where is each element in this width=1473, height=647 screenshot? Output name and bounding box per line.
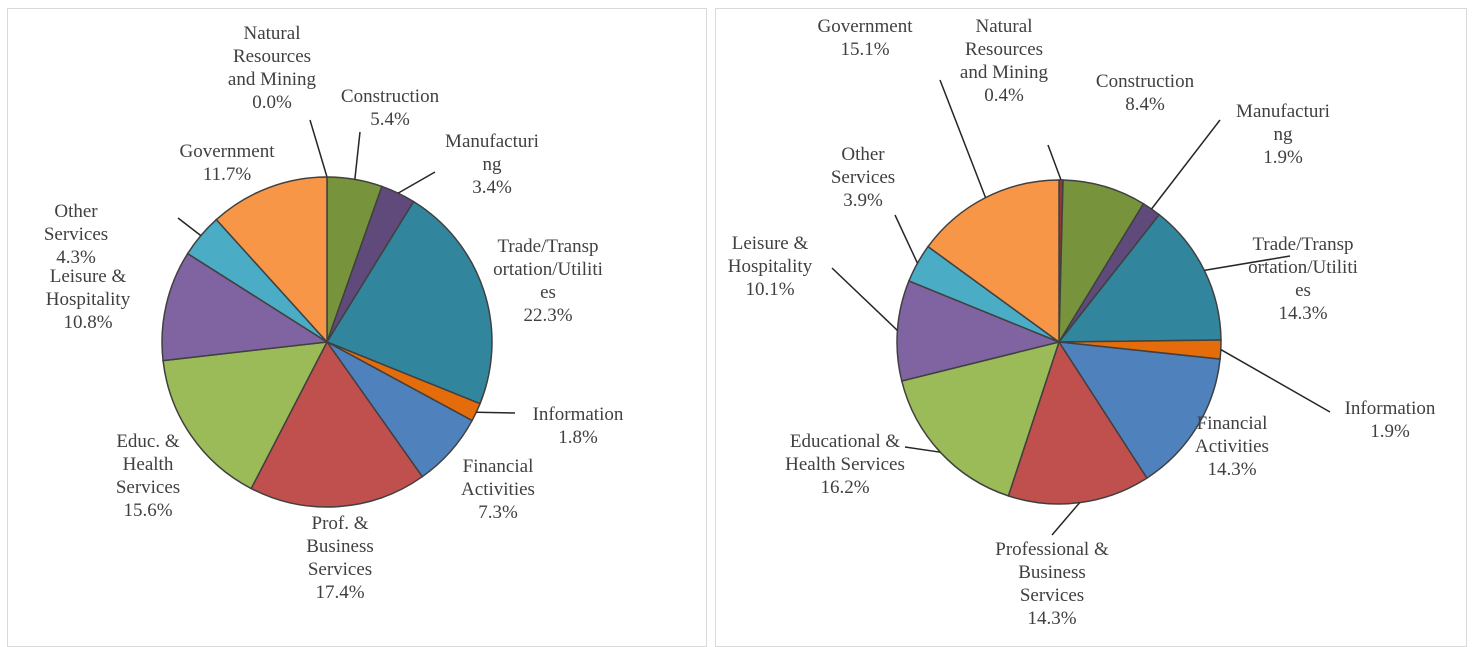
- leader-line: [939, 79, 987, 198]
- pie-slice: [215, 176, 328, 344]
- data-label: Leisure & Hospitality 10.8%: [28, 265, 148, 334]
- category-label: Leisure & Hospitality: [727, 233, 813, 277]
- value-label: 11.7%: [202, 164, 252, 185]
- pie-slice: [250, 340, 424, 508]
- data-label: Government 15.1%: [795, 15, 935, 61]
- category-label: Information: [1344, 398, 1436, 419]
- data-label: Other Services 3.9%: [818, 143, 908, 212]
- pie-slice: [927, 179, 1060, 344]
- value-label: 0.4%: [984, 85, 1024, 106]
- data-label: Professional & Business Services 14.3%: [987, 538, 1117, 630]
- data-label: Information 1.9%: [1330, 397, 1450, 443]
- value-label: 14.3%: [1207, 459, 1257, 480]
- data-label: Government 11.7%: [157, 140, 297, 186]
- category-label: Educ. & Health Services: [115, 431, 181, 498]
- category-label: Leisure & Hospitality: [45, 266, 131, 310]
- category-label: Information: [532, 404, 624, 425]
- leader-line: [1204, 255, 1291, 272]
- value-label: 4.3%: [56, 247, 96, 268]
- value-label: 7.3%: [478, 502, 518, 523]
- data-label: Trade/Transportation/Utilities 14.3%: [1248, 233, 1358, 325]
- data-label: Financial Activities 14.3%: [1177, 412, 1287, 481]
- value-label: 22.3%: [523, 305, 573, 326]
- leader-line: [1051, 502, 1081, 536]
- category-label: Other Services: [43, 201, 109, 245]
- leader-line: [894, 214, 919, 264]
- leader-line: [397, 171, 436, 194]
- value-label: 3.9%: [843, 190, 883, 211]
- value-label: 10.1%: [745, 279, 795, 300]
- value-label: 16.2%: [820, 477, 870, 498]
- data-label: Educ. & Health Services 15.6%: [98, 430, 198, 522]
- pie-slice: [325, 200, 493, 405]
- data-label: Other Services 4.3%: [28, 200, 124, 269]
- category-label: Trade/Transportation/Utilities: [493, 236, 603, 303]
- pie-slice: [162, 341, 329, 490]
- category-label: Natural Resources and Mining: [959, 16, 1049, 83]
- leader-line: [476, 411, 516, 414]
- value-label: 1.9%: [1370, 421, 1410, 442]
- data-label: Construction 8.4%: [1085, 70, 1205, 116]
- value-label: 1.9%: [1263, 147, 1303, 168]
- data-label: Leisure & Hospitality 10.1%: [710, 232, 830, 301]
- category-label: Educational & Health Services: [785, 431, 905, 475]
- leader-line: [309, 119, 328, 178]
- pie-slice: [161, 252, 330, 362]
- category-label: Construction: [1095, 71, 1195, 92]
- leader-line: [177, 217, 202, 237]
- data-label: Manufacturing 3.4%: [445, 130, 540, 199]
- data-label: Construction 5.4%: [330, 85, 450, 131]
- value-label: 0.0%: [252, 92, 292, 113]
- pie-slice: [1057, 341, 1221, 480]
- leader-line: [354, 131, 361, 180]
- data-label: Educational & Health Services 16.2%: [785, 430, 905, 499]
- value-label: 14.3%: [1278, 303, 1328, 324]
- category-label: Prof. & Business Services: [306, 513, 374, 580]
- leader-line: [1220, 348, 1331, 413]
- category-label: Financial Activities: [461, 456, 535, 500]
- value-label: 1.8%: [558, 427, 598, 448]
- category-label: Government: [817, 16, 913, 37]
- data-label: Information 1.8%: [513, 403, 643, 449]
- category-label: Professional & Business Services: [995, 539, 1109, 606]
- value-label: 3.4%: [472, 177, 512, 198]
- data-label: Prof. & Business Services 17.4%: [285, 512, 395, 604]
- pie-slice: [1057, 213, 1222, 343]
- category-label: Natural Resources and Mining: [227, 23, 317, 90]
- value-label: 15.6%: [123, 500, 173, 521]
- category-label: Government: [179, 141, 275, 162]
- value-label: 14.3%: [1027, 608, 1077, 629]
- data-label: Natural Resources and Mining 0.0%: [222, 22, 322, 114]
- data-label: Financial Activities 7.3%: [443, 455, 553, 524]
- leader-line: [1047, 144, 1062, 181]
- category-label: Other Services: [830, 144, 896, 188]
- leader-line: [1150, 119, 1221, 210]
- data-label: Manufacturing 1.9%: [1233, 100, 1333, 169]
- category-label: Manufacturing: [445, 131, 539, 175]
- category-label: Trade/Transportation/Utilities: [1248, 234, 1358, 301]
- category-label: Construction: [340, 86, 440, 107]
- category-label: Manufacturing: [1236, 101, 1330, 145]
- data-label: Trade/Transportation/Utilities 22.3%: [493, 235, 603, 327]
- value-label: 17.4%: [315, 582, 365, 603]
- data-label: Natural Resources and Mining 0.4%: [954, 15, 1054, 107]
- leader-line: [831, 267, 898, 331]
- leader-line: [904, 446, 941, 453]
- value-label: 15.1%: [840, 39, 890, 60]
- value-label: 8.4%: [1125, 94, 1165, 115]
- value-label: 10.8%: [63, 312, 113, 333]
- value-label: 5.4%: [370, 109, 410, 130]
- category-label: Financial Activities: [1195, 413, 1269, 457]
